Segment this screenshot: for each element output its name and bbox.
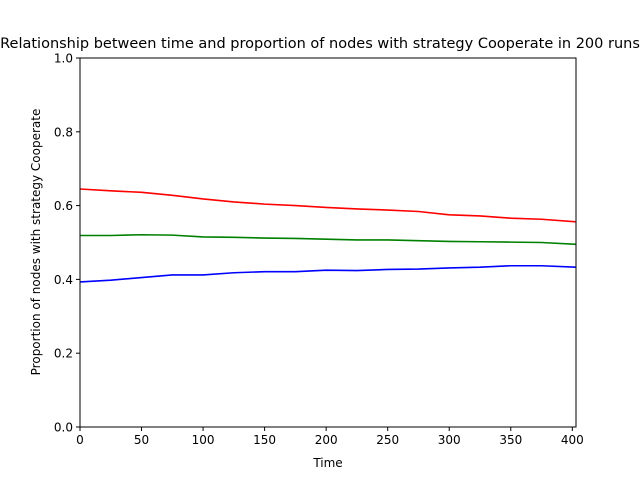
x-tick-label: 400 <box>561 433 584 447</box>
x-tick-label: 200 <box>315 433 338 447</box>
x-tick-label: 350 <box>499 433 522 447</box>
chart-title: Relationship between time and proportion… <box>0 36 640 52</box>
axes-frame <box>79 57 577 428</box>
x-axis-label: Time <box>312 456 342 470</box>
x-tick-label: 150 <box>253 433 276 447</box>
x-tick-label: 300 <box>438 433 461 447</box>
y-axis-label: Proportion of nodes with strategy Cooper… <box>29 109 43 376</box>
x-tick-label: 0 <box>76 433 84 447</box>
x-tick-label: 100 <box>192 433 215 447</box>
y-tick-label: 0.8 <box>54 125 73 139</box>
y-tick-label: 0.2 <box>54 347 73 361</box>
series-line-2 <box>79 264 577 283</box>
plot-area <box>79 188 577 283</box>
x-tick-label: 50 <box>134 433 149 447</box>
series-line-0 <box>79 188 577 223</box>
y-tick-label: 0.4 <box>54 273 73 287</box>
x-tick-label: 250 <box>376 433 399 447</box>
y-tick-label: 1.0 <box>54 52 73 66</box>
y-tick-label: 0.6 <box>54 199 73 213</box>
y-tick-label: 0.0 <box>54 421 73 435</box>
series-line-1 <box>80 233 577 246</box>
